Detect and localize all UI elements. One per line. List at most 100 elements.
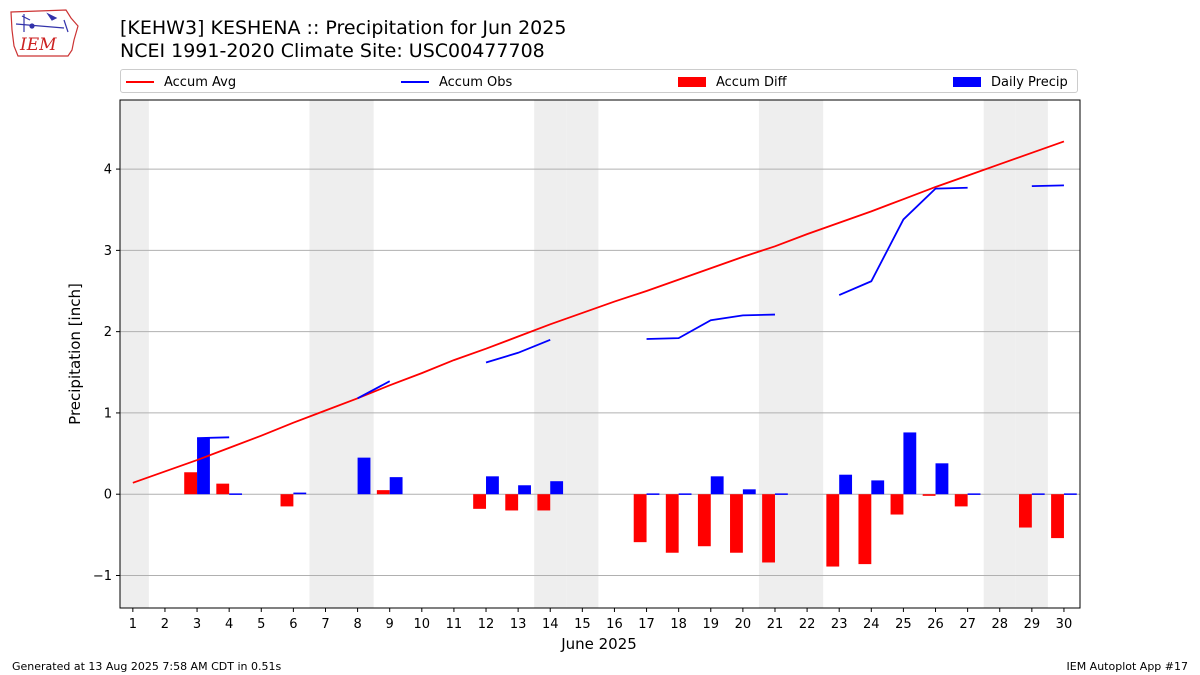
x-tick-label-24: 24 <box>863 617 880 632</box>
x-tick-label-15: 15 <box>574 617 591 632</box>
footer-app-text: IEM Autoplot App #17 <box>1066 660 1189 673</box>
x-tick-label-19: 19 <box>702 617 719 632</box>
diff-bar-day-13 <box>505 494 519 511</box>
y-tick-label-1: 1 <box>104 406 112 421</box>
x-tick-label-1: 1 <box>129 617 137 632</box>
chart-subtitle: NCEI 1991-2020 Climate Site: USC00477708 <box>120 40 545 62</box>
weekend-band-29 <box>1015 100 1048 608</box>
x-tick-label-5: 5 <box>257 617 265 632</box>
daily-bar-day-18 <box>678 493 692 495</box>
legend-swatch-accum-diff <box>678 77 706 87</box>
y-tick-label-0: 0 <box>104 488 112 503</box>
diff-bar-day-30 <box>1051 494 1064 539</box>
accum-obs-line-segment-2 <box>357 380 391 400</box>
diff-bar-day-4 <box>216 483 230 495</box>
accum-obs-line-segment-6 <box>1031 184 1064 188</box>
diff-bar-day-20 <box>730 494 743 553</box>
diff-bar-day-27 <box>954 494 968 507</box>
x-tick-label-7: 7 <box>321 617 329 632</box>
daily-bar-day-19 <box>710 476 724 495</box>
x-tick-label-10: 10 <box>414 617 431 632</box>
x-tick-label-17: 17 <box>638 617 655 632</box>
chart-legend: Accum Avg Accum Obs Accum Diff Daily Pre… <box>120 69 1078 93</box>
diff-bar-day-9 <box>376 490 390 495</box>
x-tick-label-26: 26 <box>927 617 944 632</box>
daily-bar-day-21 <box>774 493 788 495</box>
diff-bar-day-29 <box>1018 494 1032 528</box>
iowa-outline-icon <box>10 9 79 57</box>
x-tick-label-27: 27 <box>959 617 976 632</box>
weekend-band-1 <box>120 100 149 608</box>
daily-bar-day-6 <box>293 492 307 495</box>
accum-avg-line <box>132 140 1065 484</box>
diff-bar-day-19 <box>697 494 711 547</box>
x-tick-label-13: 13 <box>510 617 527 632</box>
plot-frame <box>119 99 1081 609</box>
diff-bar-day-26 <box>922 494 936 496</box>
daily-bar-day-9 <box>389 477 403 495</box>
footer-generated-text: Generated at 13 Aug 2025 7:58 AM CDT in … <box>12 660 282 673</box>
daily-bar-day-24 <box>871 480 885 495</box>
weekend-band-7 <box>309 100 342 608</box>
legend-swatch-accum-avg <box>126 81 154 83</box>
x-tick-label-22: 22 <box>799 617 816 632</box>
legend-item-daily-precip: Daily Precip <box>953 73 1068 91</box>
daily-bar-day-17 <box>646 493 660 495</box>
legend-swatch-accum-obs <box>401 81 429 83</box>
legend-item-accum-diff: Accum Diff <box>678 73 787 91</box>
y-tick-label-4: 4 <box>104 163 112 178</box>
daily-bar-day-29 <box>1031 493 1045 495</box>
weekend-band-15 <box>566 100 599 608</box>
x-tick-label-23: 23 <box>831 617 848 632</box>
weekend-band-28 <box>983 100 1016 608</box>
diff-bar-day-18 <box>665 494 679 553</box>
x-tick-label-30: 30 <box>1056 617 1073 632</box>
daily-bar-day-14 <box>550 481 564 495</box>
x-tick-label-2: 2 <box>161 617 169 632</box>
x-tick-label-29: 29 <box>1024 617 1041 632</box>
daily-bar-day-13 <box>518 485 531 495</box>
daily-bar-day-12 <box>486 476 499 495</box>
x-tick-label-6: 6 <box>289 617 297 632</box>
y-tick-label-2: 2 <box>104 325 112 340</box>
weekend-band-14 <box>534 100 567 608</box>
diff-bar-day-14 <box>537 494 551 511</box>
x-tick-label-12: 12 <box>478 617 495 632</box>
weather-station-icon <box>15 12 69 33</box>
x-tick-label-9: 9 <box>386 617 394 632</box>
y-tick-label-3: 3 <box>104 244 112 259</box>
accum-obs-line-segment-4 <box>646 313 776 340</box>
legend-swatch-daily-precip <box>953 77 981 87</box>
daily-bar-day-3 <box>197 438 210 495</box>
legend-item-accum-avg: Accum Avg <box>126 73 236 91</box>
y-axis-label: Precipitation [inch] <box>66 283 84 425</box>
daily-bar-day-27 <box>967 493 981 495</box>
y-tick-label--1: −1 <box>93 569 112 584</box>
x-tick-label-21: 21 <box>767 617 784 632</box>
x-tick-label-3: 3 <box>193 617 201 632</box>
line-layer <box>132 140 1065 484</box>
accum-obs-line-segment-3 <box>485 338 551 364</box>
diff-bar-day-12 <box>473 494 487 509</box>
diff-bar-day-23 <box>826 494 840 567</box>
weekend-band-22 <box>791 100 824 608</box>
legend-label-daily-precip: Daily Precip <box>991 74 1068 90</box>
x-tick-label-16: 16 <box>606 617 623 632</box>
grid-layer <box>120 168 1080 576</box>
daily-bar-day-8 <box>357 457 371 495</box>
daily-bar-day-25 <box>903 432 917 495</box>
accum-obs-line-segment-5 <box>838 186 968 296</box>
diff-bar-day-6 <box>280 494 294 507</box>
x-tick-label-14: 14 <box>542 617 559 632</box>
daily-bar-day-23 <box>839 474 853 495</box>
diff-bar-day-3 <box>184 472 198 495</box>
iem-logo-text: IEM <box>19 35 57 55</box>
diff-bar-day-17 <box>633 494 647 543</box>
diff-bar-day-25 <box>890 494 904 515</box>
legend-label-accum-diff: Accum Diff <box>716 74 787 90</box>
weekend-shading-layer <box>120 100 1048 608</box>
diff-bar-day-21 <box>762 494 775 563</box>
bar-layer <box>184 432 1077 567</box>
x-axis-label: June 2025 <box>560 635 637 653</box>
